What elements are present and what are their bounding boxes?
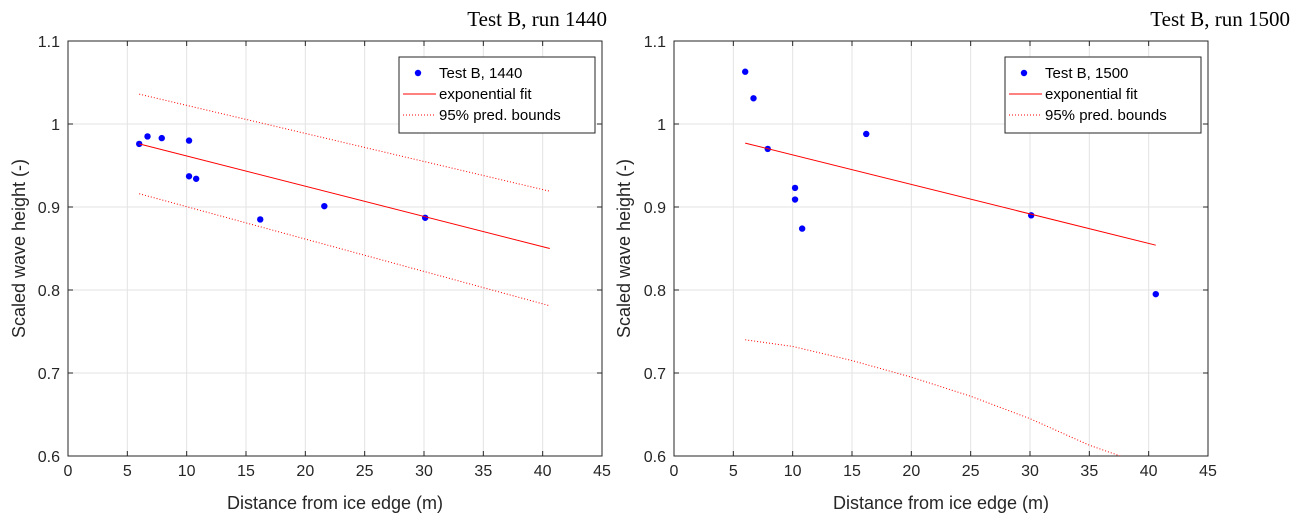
data-point (185, 173, 193, 180)
x-tick-label: 0 (64, 463, 73, 480)
data-point (742, 68, 749, 75)
x-tick-label: 5 (123, 463, 132, 480)
fit-line (745, 142, 1156, 246)
legend-marker-points (414, 69, 422, 77)
data-point (791, 184, 799, 192)
data-point (863, 130, 870, 138)
data-point (144, 133, 151, 140)
legend-label: Test B, 1440 (439, 65, 522, 82)
chart-title: Test B, run 1440 (467, 7, 607, 31)
x-tick-label: 15 (843, 463, 861, 480)
series-group (742, 68, 1159, 456)
data-point (192, 175, 200, 182)
y-tick-label: 0.9 (38, 200, 60, 217)
x-tick-label: 30 (415, 463, 433, 480)
data-point (257, 216, 264, 223)
axes-box (673, 40, 1209, 457)
data-point (750, 95, 757, 102)
x-tick-label: 35 (474, 463, 492, 480)
x-tick-label: 0 (670, 463, 679, 480)
legend-label: Test B, 1500 (1045, 65, 1128, 82)
data-point (791, 196, 799, 203)
legend-label: exponential fit (1045, 86, 1138, 103)
y-tick-label: 0.6 (644, 449, 666, 466)
chart-test-b-run-1440: 0 5 10 15 20 25 30 35 40 45 0.6 0.7 0.8 0.9 1 1.1 Distan… (0, 0, 648, 523)
x-tick-label: 5 (729, 463, 738, 480)
data-point (1152, 290, 1159, 298)
upper-bound-line (139, 93, 550, 192)
y-tick-label: 1 (51, 117, 60, 134)
legend: Test B, 1440 exponential fit 95% pred. bou… (398, 56, 596, 134)
x-tick-label: 40 (1140, 463, 1158, 480)
x-tick-label: 10 (784, 463, 802, 480)
y-tick-label: 0.6 (38, 449, 60, 466)
x-tick-label: 35 (1080, 463, 1098, 480)
fit-line (139, 143, 550, 249)
x-tick-label: 40 (534, 463, 552, 480)
lower-bound-line (745, 339, 1121, 456)
data-point (321, 202, 328, 210)
y-tick-label: 0.8 (644, 283, 666, 300)
x-tick-label: 20 (296, 463, 314, 480)
legend: Test B, 1500 exponential fit 95% pred. bou… (1004, 56, 1202, 134)
y-axis-label: Scaled wave height (-) (614, 159, 634, 338)
y-tick-label: 1 (657, 117, 666, 134)
legend-box (398, 56, 596, 134)
lower-bound-line (139, 193, 550, 307)
x-tick-label: 10 (178, 463, 196, 480)
legend-box (1004, 56, 1202, 134)
y-tick-label: 0.7 (38, 366, 60, 383)
y-tick-label: 1.1 (38, 34, 60, 51)
y-tick-label: 1.1 (644, 34, 666, 51)
chart-test-b-run-1500: 0 5 10 15 20 25 30 35 40 45 0.6 0.7 0.8 0.9 1 1.1 Distan… (605, 0, 1296, 523)
x-axis-label: Distance from ice edge (m) (833, 493, 1049, 513)
chart-svg: 0 5 10 15 20 25 30 35 40 45 0.6 0.7 0.8 0.9 1 1.1 Distan… (9, 7, 611, 513)
x-tick-label: 45 (593, 463, 611, 480)
legend-label: exponential fit (439, 86, 532, 103)
x-tick-label: 15 (237, 463, 255, 480)
data-point (1027, 212, 1035, 219)
x-axis-label: Distance from ice edge (m) (227, 493, 443, 513)
y-tick-label: 0.7 (644, 366, 666, 383)
x-tick-label: 25 (962, 463, 980, 480)
x-tick-label: 25 (356, 463, 374, 480)
x-tick-label: 20 (902, 463, 920, 480)
data-point (798, 225, 806, 232)
chart-svg: 0 5 10 15 20 25 30 35 40 45 0.6 0.7 0.8 0.9 1 1.1 Distan… (614, 7, 1290, 513)
y-tick-label: 0.9 (644, 200, 666, 217)
data-point (185, 137, 193, 144)
y-axis-label: Scaled wave height (-) (9, 159, 29, 338)
axes-box (67, 40, 603, 457)
legend-marker-points (1020, 69, 1028, 77)
chart-title: Test B, run 1500 (1150, 7, 1290, 31)
data-point (158, 134, 165, 142)
legend-label: 95% pred. bounds (1045, 107, 1167, 124)
legend-label: 95% pred. bounds (439, 107, 561, 124)
y-tick-label: 0.8 (38, 283, 60, 300)
x-tick-label: 30 (1021, 463, 1039, 480)
x-tick-label: 45 (1199, 463, 1217, 480)
